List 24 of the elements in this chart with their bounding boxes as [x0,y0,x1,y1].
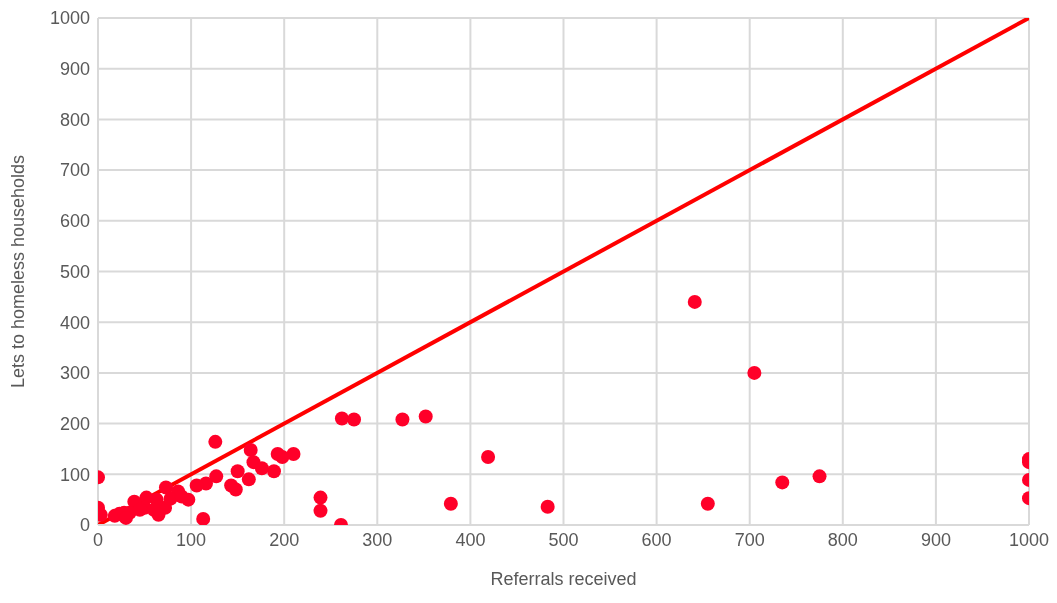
y-tick-label: 400 [59,312,90,333]
y-tick-label: 700 [59,160,90,181]
y-tick-label: 500 [59,261,90,282]
x-tick-label: 200 [269,529,300,550]
x-tick-label: 0 [92,529,104,550]
y-tick-label: 300 [59,363,90,384]
y-tick-label: 900 [59,59,90,80]
x-tick-label: 300 [362,529,393,550]
y-tick-label: 100 [59,464,90,485]
x-tick-label: 900 [920,529,951,550]
y-axis-title: Lets to homeless households [8,154,29,389]
x-tick-label: 800 [827,529,858,550]
x-tick-label: 400 [455,529,486,550]
x-tick-label: 500 [548,529,579,550]
y-tick-label: 200 [59,413,90,434]
y-tick-label: 800 [59,109,90,130]
y-tick-label: 600 [59,211,90,232]
x-tick-label: 100 [176,529,207,550]
x-tick-label: 700 [734,529,765,550]
x-tick-label: 1000 [1008,529,1050,550]
x-axis-title: Referrals received [490,569,637,589]
y-tick-label: 0 [79,515,90,536]
y-tick-label: 1000 [49,8,90,29]
x-tick-label: 600 [641,529,672,550]
